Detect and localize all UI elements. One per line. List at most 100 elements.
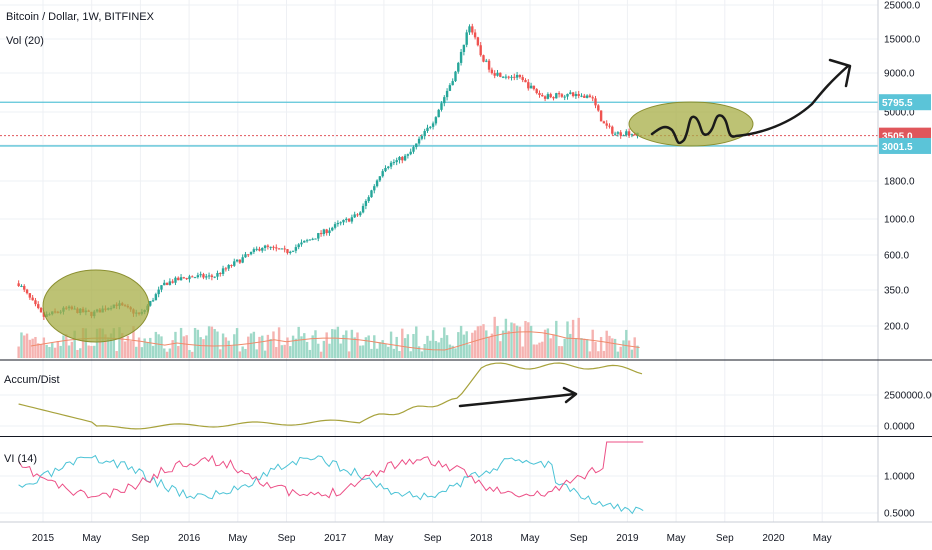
candle-body bbox=[247, 254, 250, 256]
volume-bar bbox=[202, 339, 205, 358]
volume-bar bbox=[588, 351, 592, 358]
volume-bar bbox=[373, 335, 376, 358]
candle-body bbox=[272, 246, 275, 248]
y-tick-label: 15000.0 bbox=[884, 35, 921, 46]
x-tick-label: 2017 bbox=[324, 533, 347, 544]
candle-body bbox=[241, 257, 244, 263]
volume-bar bbox=[501, 330, 505, 358]
volume-bar bbox=[149, 337, 152, 358]
volume-bar bbox=[191, 351, 194, 358]
volume-bar bbox=[258, 336, 261, 358]
volume-bar bbox=[633, 337, 636, 358]
candle-body bbox=[412, 147, 415, 152]
volume-bar bbox=[345, 330, 348, 358]
volume-bar bbox=[132, 326, 135, 358]
candle-body bbox=[269, 246, 272, 248]
candle-body bbox=[280, 248, 284, 250]
volume-bar bbox=[65, 334, 68, 358]
volume-bar bbox=[406, 334, 410, 358]
candle-body bbox=[490, 69, 494, 74]
candle-body bbox=[622, 135, 625, 137]
candle-body bbox=[459, 51, 463, 63]
volume-bar bbox=[157, 334, 160, 358]
x-tick-label: 2019 bbox=[616, 533, 639, 544]
candle-body bbox=[182, 277, 186, 279]
candle-body bbox=[233, 261, 236, 266]
candle-body bbox=[599, 110, 603, 122]
candle-body bbox=[289, 251, 292, 253]
volume-bar bbox=[227, 340, 230, 358]
volume-bar bbox=[443, 327, 446, 358]
price-label-box bbox=[879, 137, 931, 154]
volume-bar bbox=[300, 336, 303, 358]
candle-body bbox=[487, 60, 491, 70]
volume-bar bbox=[468, 344, 471, 358]
volume-bar bbox=[101, 328, 104, 358]
volume-bar bbox=[219, 349, 222, 358]
candle-body bbox=[39, 308, 43, 313]
x-tick-label: Sep bbox=[278, 533, 296, 544]
y-tick-label: 350.0 bbox=[884, 286, 909, 297]
volume-bar bbox=[543, 329, 547, 358]
candle-body bbox=[625, 131, 628, 136]
candle-body bbox=[563, 96, 566, 98]
x-tick-label: Sep bbox=[716, 533, 734, 544]
candle-body bbox=[535, 89, 538, 94]
volume-bar bbox=[76, 349, 79, 358]
volume-bar bbox=[182, 336, 186, 358]
volume-bar bbox=[627, 340, 631, 358]
candle-body bbox=[17, 283, 20, 286]
volume-bar bbox=[605, 330, 608, 358]
candle-body bbox=[504, 76, 508, 78]
candle-body bbox=[210, 275, 214, 278]
volume-bar bbox=[417, 346, 421, 358]
candle-body bbox=[608, 125, 611, 127]
candle-body bbox=[350, 217, 354, 222]
volume-bar bbox=[28, 339, 32, 358]
candle-body bbox=[434, 117, 438, 124]
candle-body bbox=[571, 92, 575, 97]
candle-body bbox=[356, 214, 359, 216]
candle-body bbox=[585, 95, 589, 98]
candle-body bbox=[160, 285, 163, 290]
candle-body bbox=[577, 94, 580, 96]
candle-body bbox=[199, 274, 202, 276]
candle-body bbox=[594, 98, 597, 106]
candle-body bbox=[322, 229, 326, 235]
volume-bar bbox=[339, 343, 342, 358]
volume-bar bbox=[538, 342, 541, 358]
volume-bar bbox=[154, 331, 158, 358]
candle-body bbox=[532, 85, 536, 90]
candle-body bbox=[238, 259, 242, 263]
grid bbox=[0, 0, 878, 522]
volume-bar bbox=[205, 335, 208, 358]
volume-bar bbox=[135, 346, 138, 358]
candle-body bbox=[317, 233, 320, 239]
volume-bar bbox=[529, 325, 533, 358]
y-tick-label: 1000.0 bbox=[884, 215, 915, 226]
candle-body bbox=[440, 103, 443, 110]
accum-dist-pane bbox=[18, 362, 643, 430]
volume-bar bbox=[151, 345, 155, 358]
candle-body bbox=[454, 71, 457, 82]
volume-bar bbox=[594, 341, 597, 358]
candle-body bbox=[303, 240, 306, 243]
candle-body bbox=[331, 227, 334, 231]
candle-body bbox=[529, 85, 533, 89]
volume-bar bbox=[473, 330, 477, 358]
volume-bar bbox=[513, 323, 516, 358]
candle-body bbox=[423, 130, 426, 137]
volume-bar bbox=[527, 322, 530, 358]
candle-body bbox=[451, 81, 454, 86]
x-tick-label: 2015 bbox=[32, 533, 55, 544]
x-tick-label: 2020 bbox=[762, 533, 785, 544]
candle-body bbox=[417, 138, 421, 144]
volume-bar bbox=[160, 336, 163, 358]
volume-bar bbox=[569, 333, 572, 358]
candle-body bbox=[378, 176, 382, 181]
vi-plus-line bbox=[18, 454, 644, 515]
candle-body bbox=[518, 74, 522, 78]
volume-bar bbox=[485, 330, 488, 358]
candle-body bbox=[468, 26, 471, 33]
